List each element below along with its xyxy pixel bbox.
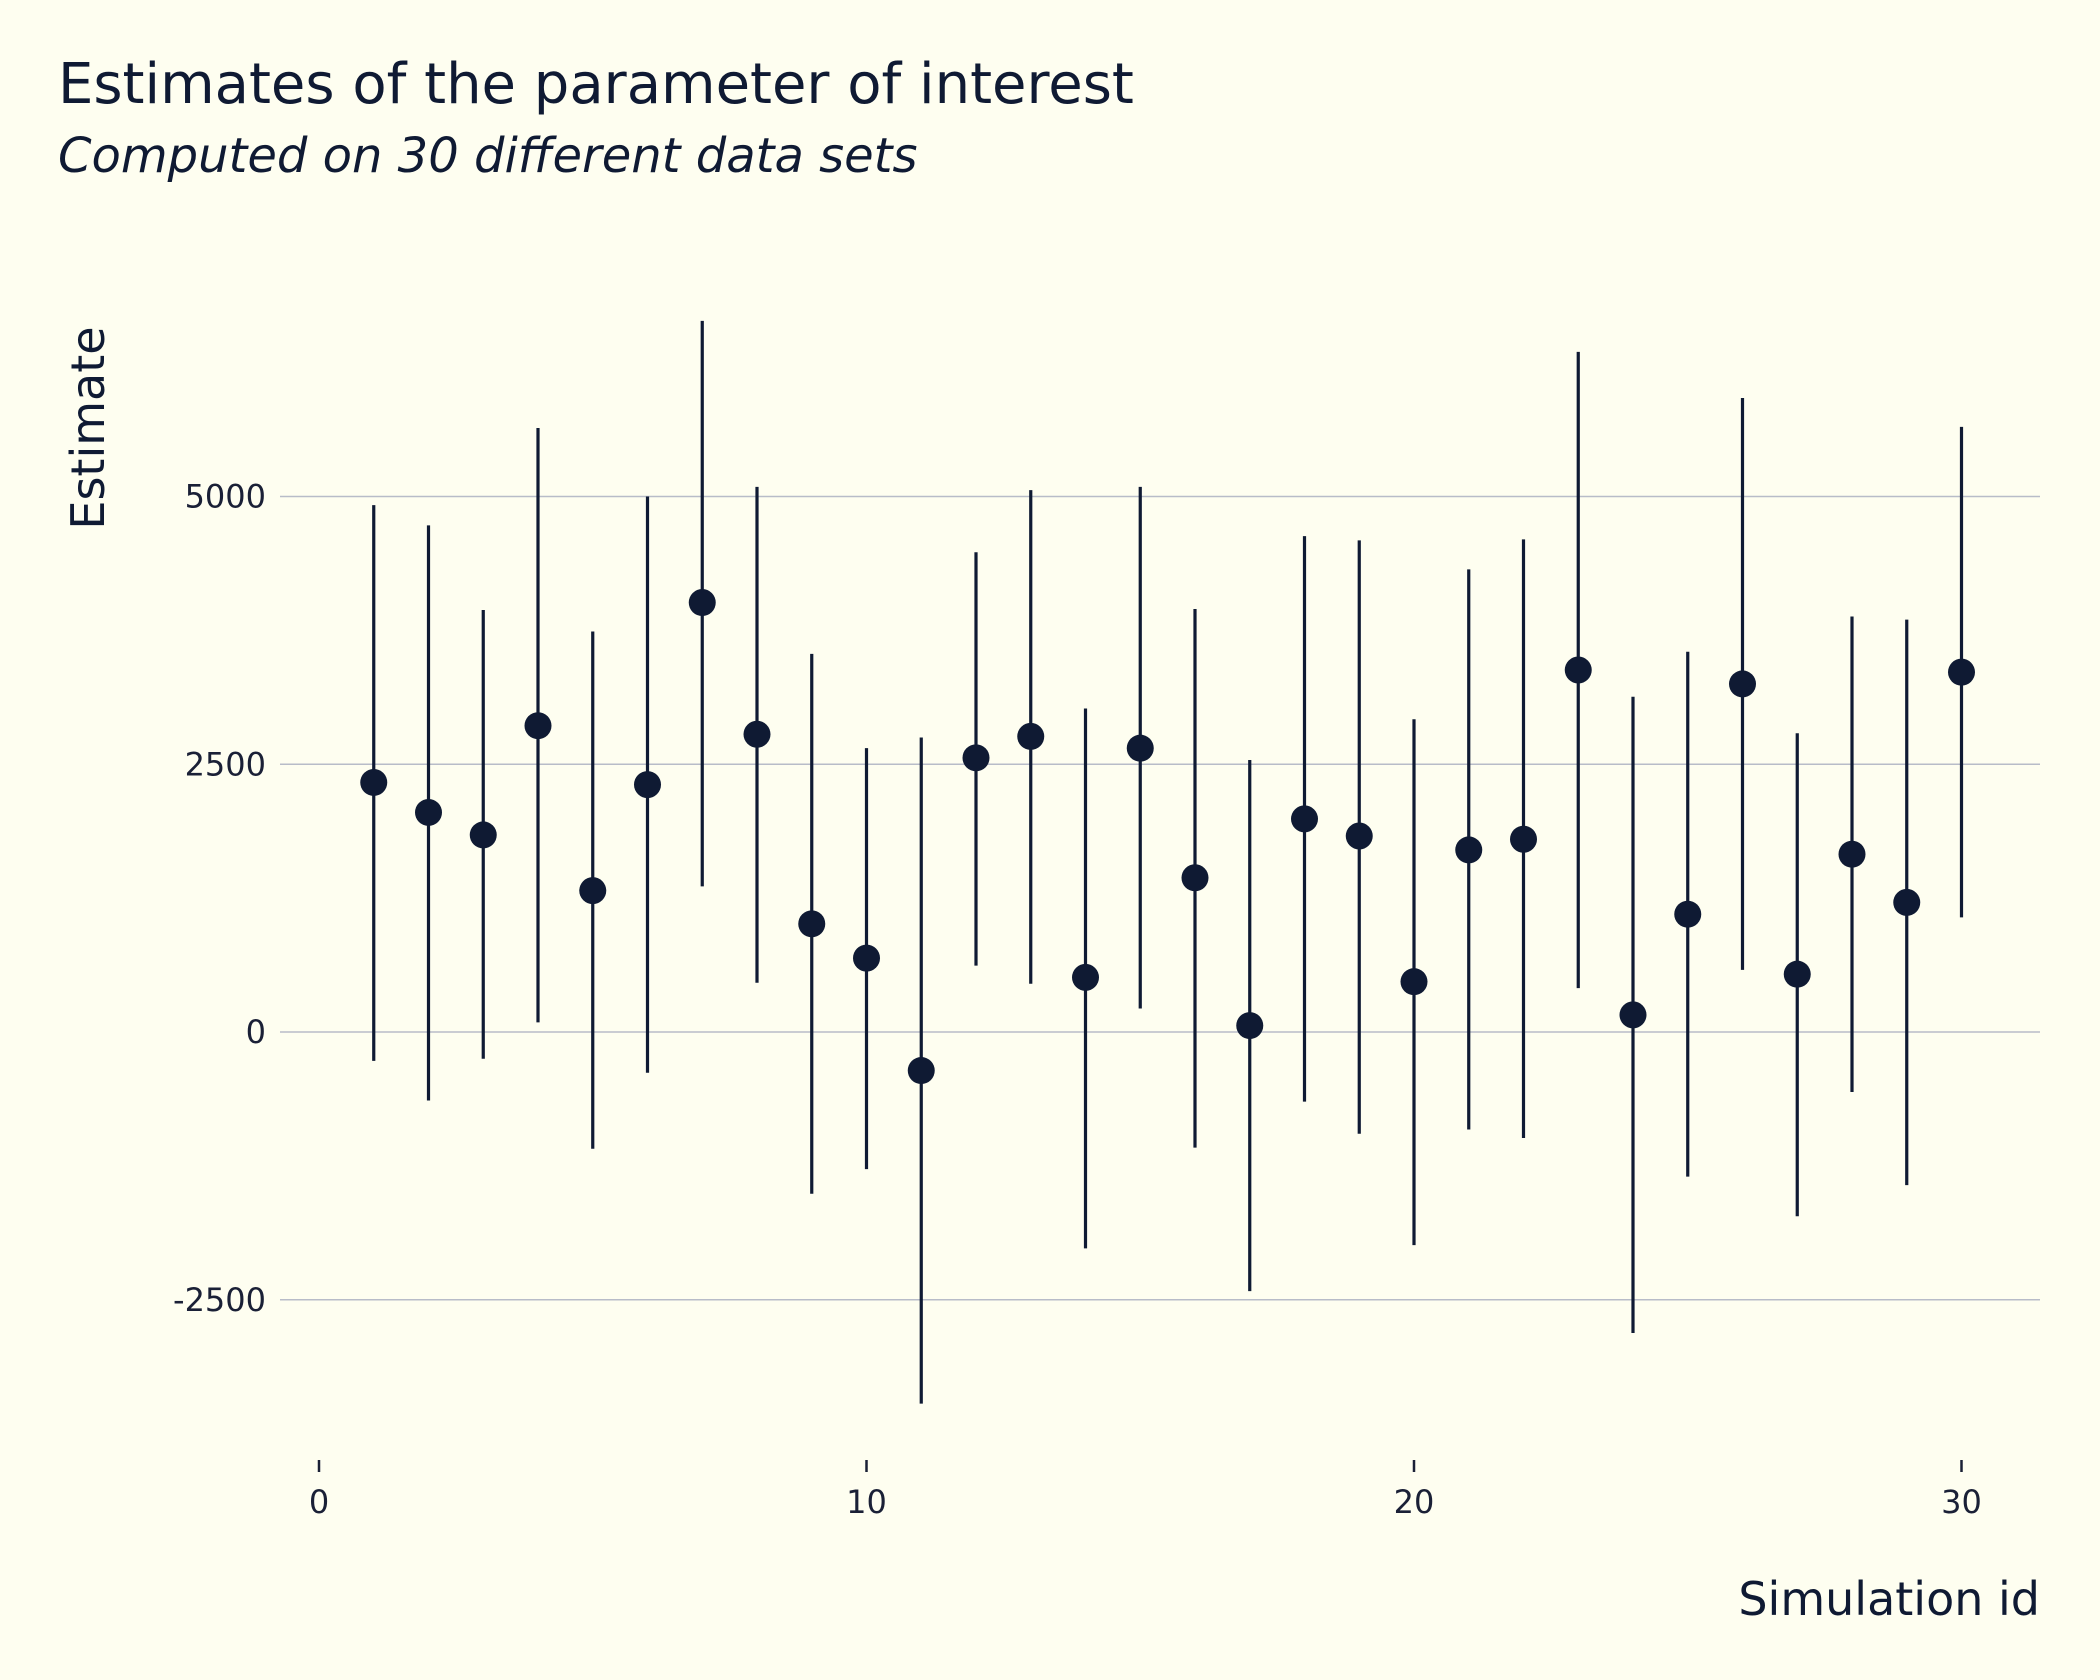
data-point bbox=[1783, 960, 1811, 988]
x-axis: 0 10 20 30 bbox=[309, 1460, 1982, 1521]
data-point bbox=[1236, 1012, 1264, 1040]
y-tick-labels: 5000 2500 0 -2500 bbox=[173, 478, 266, 1319]
data-point bbox=[688, 589, 716, 617]
data-point bbox=[524, 712, 552, 740]
x-tick-label: 30 bbox=[1941, 1483, 1982, 1521]
x-tick-label: 10 bbox=[846, 1483, 887, 1521]
data-point bbox=[1729, 670, 1756, 698]
data-point bbox=[1400, 968, 1428, 996]
data-point bbox=[743, 720, 771, 748]
y-tick-label: 0 bbox=[246, 1013, 266, 1051]
x-axis-title: Simulation id bbox=[1738, 1572, 2040, 1626]
data-point bbox=[1510, 825, 1537, 853]
x-tick-label: 20 bbox=[1394, 1483, 1435, 1521]
data-point bbox=[1674, 900, 1702, 928]
data-point bbox=[1291, 805, 1318, 833]
data-point bbox=[415, 798, 442, 826]
data-point bbox=[907, 1057, 935, 1085]
data-point bbox=[1838, 840, 1866, 868]
data-point bbox=[1564, 656, 1592, 684]
data-point bbox=[1345, 822, 1373, 850]
data-point bbox=[1126, 734, 1154, 762]
y-tick-label: -2500 bbox=[173, 1281, 266, 1319]
data-point bbox=[634, 771, 661, 799]
data-point bbox=[1455, 836, 1483, 864]
data-point bbox=[1072, 963, 1099, 991]
data-point bbox=[579, 877, 607, 905]
data-point bbox=[798, 910, 826, 938]
chart-subtitle: Computed on 30 different data sets bbox=[58, 128, 918, 184]
data-point bbox=[1619, 1001, 1647, 1029]
grid-lines bbox=[280, 495, 2040, 1301]
x-tick-label: 0 bbox=[309, 1483, 329, 1521]
data-points bbox=[360, 589, 1975, 1085]
data-point bbox=[360, 768, 388, 796]
data-point bbox=[962, 744, 990, 772]
data-point bbox=[469, 821, 497, 849]
data-point bbox=[1893, 888, 1921, 916]
data-point bbox=[1948, 658, 1975, 686]
data-point bbox=[1181, 864, 1209, 892]
error-bars bbox=[372, 320, 1964, 1404]
data-point bbox=[853, 944, 880, 972]
data-point bbox=[1017, 722, 1045, 750]
y-axis-title: Estimate bbox=[61, 326, 115, 529]
chart-title: Estimates of the parameter of interest bbox=[58, 52, 1134, 117]
y-tick-label: 2500 bbox=[185, 745, 266, 783]
y-tick-label: 5000 bbox=[185, 478, 266, 516]
